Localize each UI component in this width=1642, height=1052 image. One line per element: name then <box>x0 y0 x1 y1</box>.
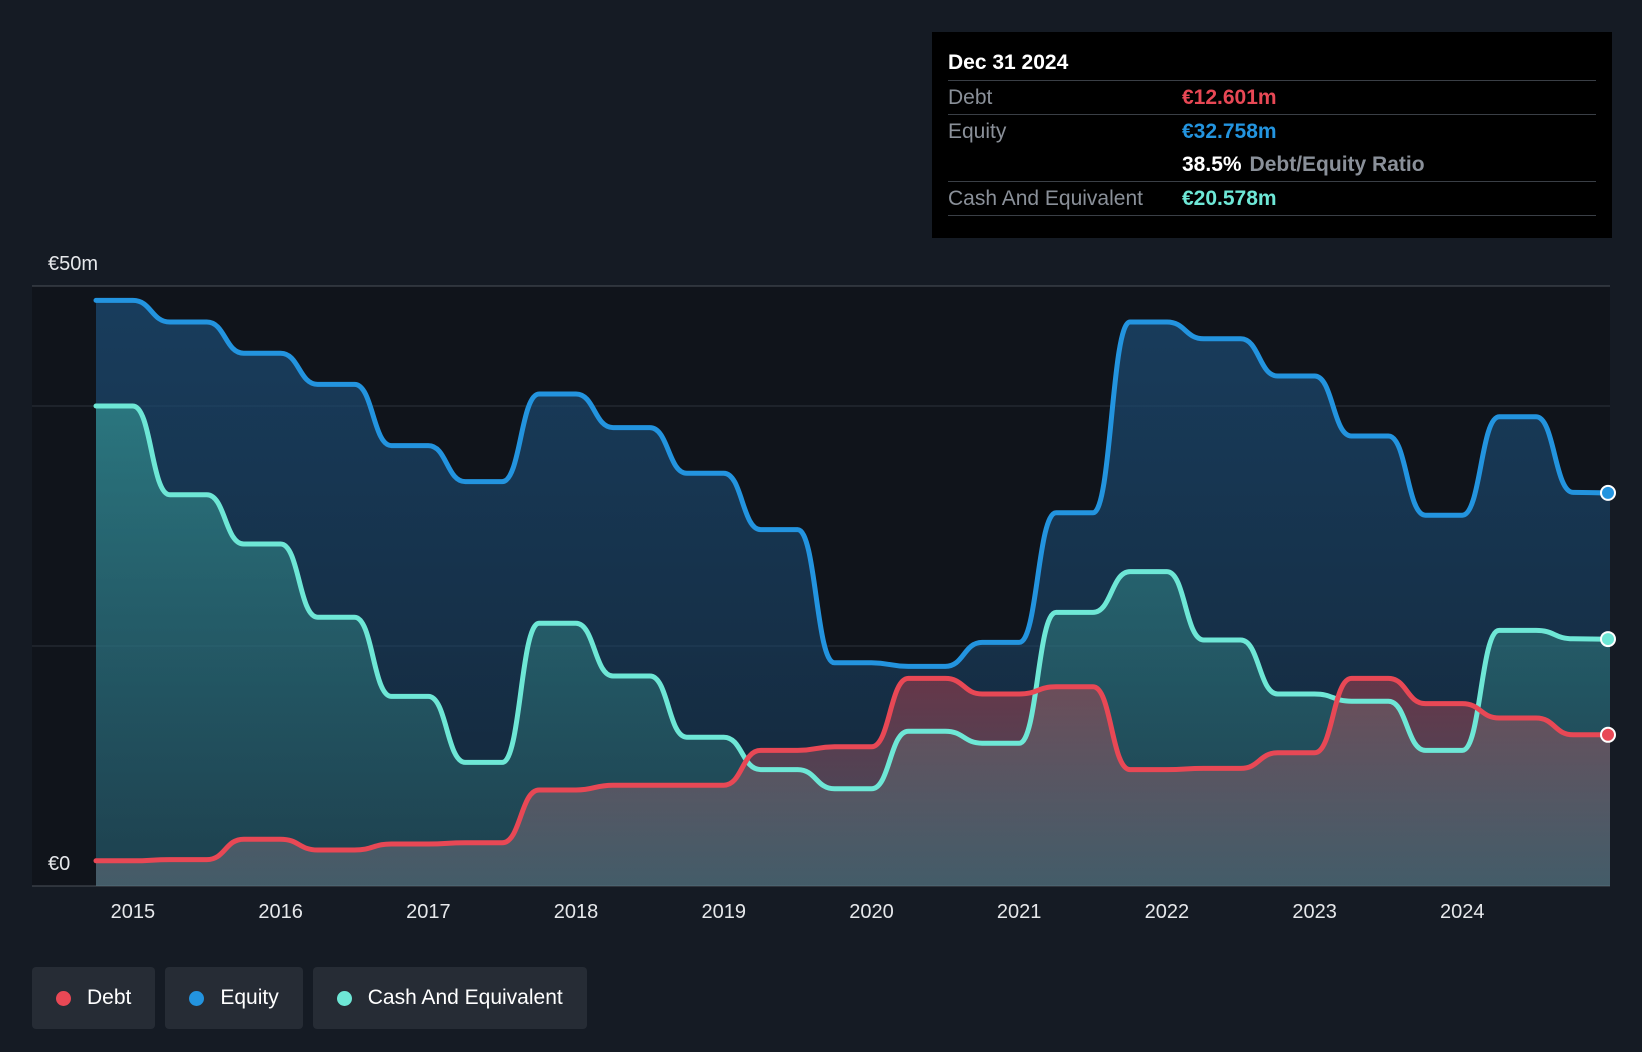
tooltip-equity-label: Equity <box>948 119 1007 143</box>
y-axis-min-label: €0 <box>48 853 70 875</box>
chart-legend: Debt Equity Cash And Equivalent <box>32 967 587 1029</box>
y-axis-max-label: €50m <box>48 253 98 275</box>
x-tick-label: 2023 <box>1292 901 1337 923</box>
x-tick-label: 2020 <box>849 901 894 923</box>
tooltip-row-equity: Equity €32.758m <box>948 114 1596 148</box>
tooltip-row-ratio: 38.5% Debt/Equity Ratio <box>948 148 1596 181</box>
equity-dot-icon <box>189 990 205 1006</box>
series-endpoints <box>1600 484 1616 743</box>
legend-debt-label: Debt <box>87 986 132 1009</box>
x-axis-ticks: 2015 2016 2017 2018 2019 2020 2021 2022 2023 2024 <box>111 901 1485 923</box>
tooltip-ratio-value: 38.5% <box>1182 152 1242 176</box>
equity-endpoint <box>1600 484 1616 501</box>
x-tick-label: 2019 <box>702 901 747 923</box>
tooltip-equity-value: €32.758m <box>1182 119 1277 143</box>
x-tick-label: 2017 <box>406 901 451 923</box>
tooltip-cash-value: €20.578m <box>1182 186 1277 210</box>
x-tick-label: 2022 <box>1145 901 1190 923</box>
legend-item-equity[interactable]: Equity <box>165 967 303 1029</box>
tooltip-ratio-label: Debt/Equity Ratio <box>1249 152 1425 176</box>
tooltip-row-cash: Cash And Equivalent €20.578m <box>948 181 1596 216</box>
legend-item-debt[interactable]: Debt <box>32 967 156 1029</box>
cash-line <box>93 403 1613 792</box>
legend-item-cash[interactable]: Cash And Equivalent <box>312 967 587 1029</box>
series-lines <box>93 297 1613 864</box>
tooltip-cash-label: Cash And Equivalent <box>948 186 1143 210</box>
debt-dot-icon <box>56 990 71 1006</box>
debt-line <box>93 675 1613 864</box>
cash-endpoint <box>1600 631 1616 648</box>
x-tick-label: 2024 <box>1440 901 1485 923</box>
tooltip-debt-label: Debt <box>948 85 993 109</box>
x-tick-label: 2015 <box>111 901 156 923</box>
tooltip-row-debt: Debt €12.601m <box>948 80 1596 114</box>
debt-endpoint <box>1600 726 1616 743</box>
tooltip-debt-value: €12.601m <box>1182 85 1277 109</box>
debt-area <box>96 678 1610 886</box>
x-tick-label: 2018 <box>554 901 599 923</box>
cash-dot-icon <box>336 990 352 1006</box>
legend-cash-label: Cash And Equivalent <box>367 986 563 1009</box>
x-tick-label: 2016 <box>258 901 303 923</box>
equity-line <box>93 297 1613 669</box>
x-tick-label: 2021 <box>997 901 1042 923</box>
legend-equity-label: Equity <box>220 986 279 1009</box>
tooltip-date: Dec 31 2024 <box>948 51 1069 74</box>
tooltip-panel: Dec 31 2024 Debt €12.601m Equity €32.758… <box>932 32 1612 238</box>
